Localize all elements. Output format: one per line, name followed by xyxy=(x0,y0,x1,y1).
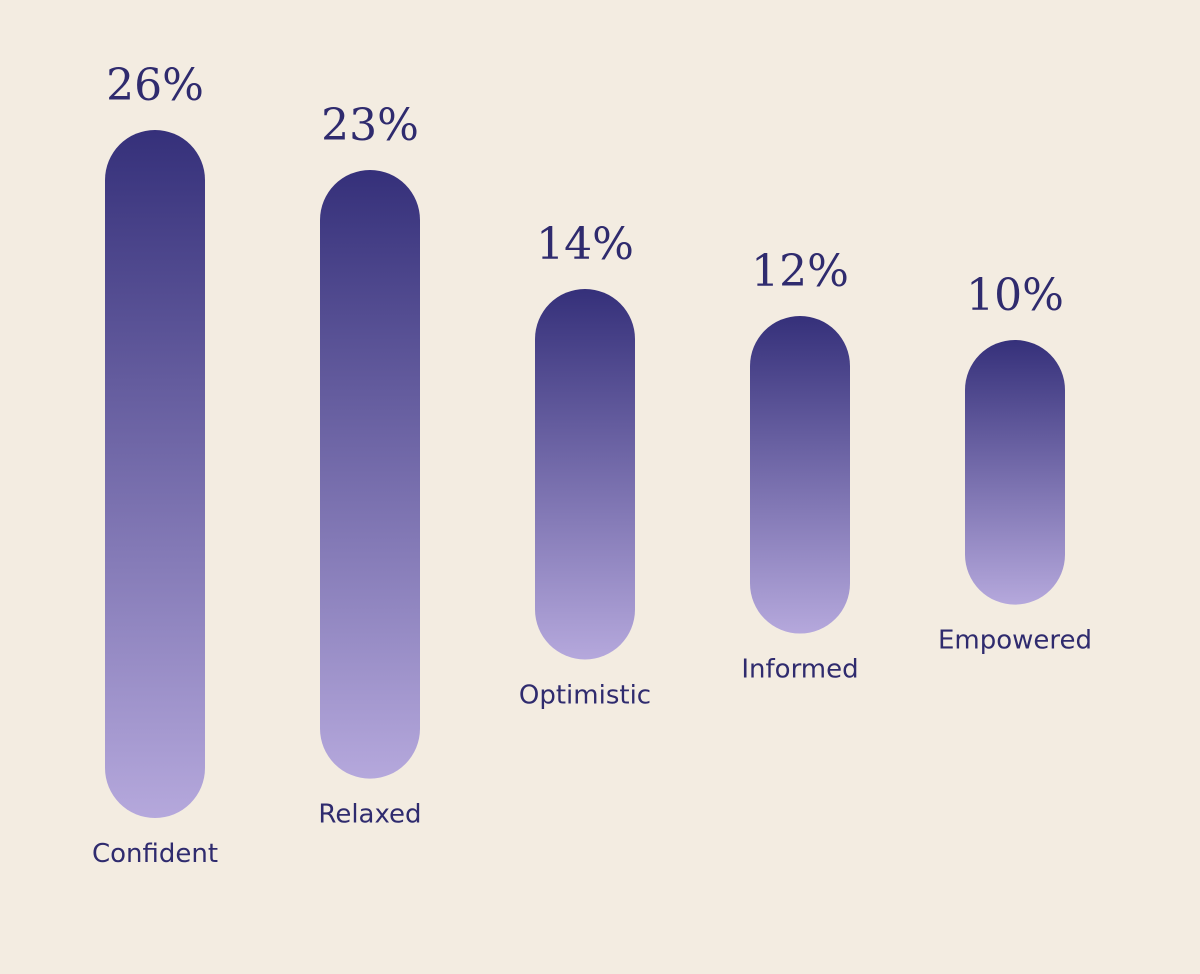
bar-optimistic xyxy=(535,289,635,660)
bar-confident xyxy=(105,130,205,818)
bar-informed xyxy=(750,316,850,634)
value-label-informed: 12% xyxy=(751,246,849,297)
category-label-informed: Informed xyxy=(741,655,858,685)
category-label-confident: Confident xyxy=(92,839,218,869)
category-label-relaxed: Relaxed xyxy=(318,800,421,830)
category-label-empowered: Empowered xyxy=(938,626,1092,656)
bar-empowered xyxy=(965,340,1065,605)
category-labels-group: Confident Relaxed Optimistic Informed Empowe… xyxy=(92,626,1092,869)
value-label-empowered: 10% xyxy=(966,270,1064,321)
bars-group xyxy=(105,130,1065,818)
bar-relaxed xyxy=(320,170,420,779)
value-labels-group: 26% 23% 14% 12% 10% xyxy=(106,60,1064,321)
value-label-confident: 26% xyxy=(106,60,204,111)
value-label-relaxed: 23% xyxy=(321,100,419,151)
category-label-optimistic: Optimistic xyxy=(519,680,651,710)
value-label-optimistic: 14% xyxy=(536,219,634,270)
